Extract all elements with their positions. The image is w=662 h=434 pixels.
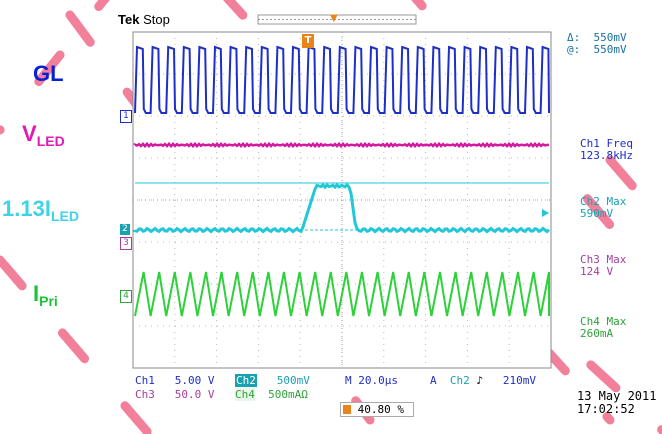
header: Tek Stop [118, 12, 170, 27]
vled-label: VLED [22, 121, 65, 149]
measurement-ch1-freq: Ch1 Freq 123.8kHz [580, 137, 633, 162]
position-icon [343, 405, 351, 414]
iled-label: 1.13ILED [2, 196, 79, 224]
trigger-level-icon [542, 209, 549, 217]
status-ch2: Ch2 500mV [235, 374, 310, 387]
trigger-position-icon: T [302, 34, 314, 48]
trigger-slope-icon: ♪ [476, 374, 483, 387]
trigger-pointer-icon: ▼ [330, 13, 338, 24]
ch1-waveform [134, 45, 550, 114]
acquisition-state: Stop [143, 12, 170, 27]
watermark-stroke [0, 255, 155, 434]
measurement-ch4-max: Ch4 Max 260mA [580, 315, 627, 340]
ch2-marker: 2 [120, 224, 130, 235]
status-timebase: M 20.0µs [345, 374, 398, 387]
ch4-waveform [134, 271, 550, 317]
cursor-readout: Δ: 550mV @: 550mV [567, 31, 627, 56]
status-ch3: Ch3 50.0 V [135, 388, 215, 401]
timestamp: 13 May 2011 17:02:52 [577, 389, 657, 416]
measurement-ch3-max: Ch3 Max 124 V [580, 253, 627, 278]
watermark-stroke [0, 0, 110, 135]
status-ch1: Ch1 5.00 V [135, 374, 215, 387]
watermark-stroke [605, 155, 662, 225]
status-ch4: Ch4 500mAΩ [235, 388, 308, 401]
brand-logo: Tek [118, 12, 140, 27]
gl-label: GL [33, 61, 64, 86]
ch4-marker: 4 [120, 290, 132, 303]
status-trigger: A Ch2 ♪ 210mV [430, 374, 536, 387]
watermark-stroke [411, 0, 645, 265]
ch2-waveform [133, 182, 551, 234]
graticule-grid [133, 32, 551, 368]
ch3-waveform [133, 141, 550, 149]
ipri-label: IPri [33, 281, 58, 309]
status-position: 40.80 % [340, 402, 414, 417]
measurement-ch2-max: Ch2 Max 590mV [580, 195, 627, 220]
ch3-marker: 3 [120, 237, 132, 250]
ch1-marker: 1 [120, 110, 132, 123]
